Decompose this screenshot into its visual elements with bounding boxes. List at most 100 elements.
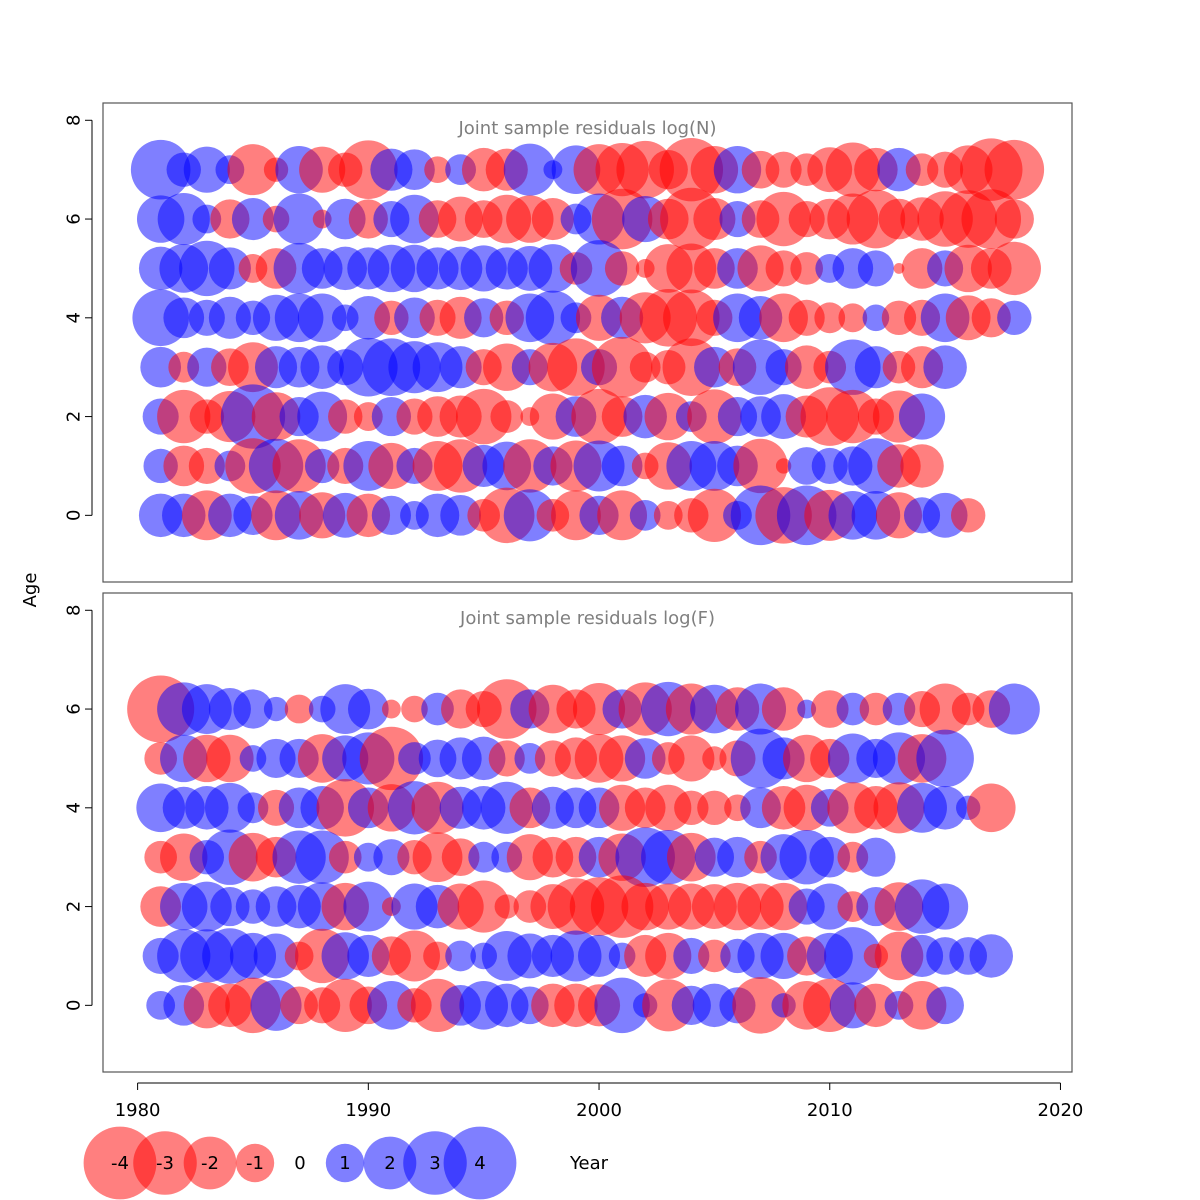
residual-bubble — [253, 933, 299, 979]
residual-bubble — [297, 293, 347, 343]
legend-label: -1 — [246, 1153, 264, 1174]
residual-bubble — [788, 299, 825, 336]
bubbles — [127, 675, 1040, 1034]
residual-bubble — [806, 883, 853, 930]
residual-bubble — [969, 934, 1014, 978]
residual-bubble — [859, 692, 893, 726]
residual-bubble — [401, 695, 428, 723]
residual-bubble — [893, 262, 905, 274]
residual-bubble — [797, 699, 817, 719]
legend-bubble — [83, 1126, 157, 1200]
legend-label: 2 — [384, 1153, 395, 1174]
panel-title: Joint sample residuals log(N) — [457, 118, 716, 139]
x-tick-label: 1980 — [115, 1100, 161, 1121]
legend-label: -4 — [111, 1153, 129, 1174]
residual-bubble — [440, 494, 481, 536]
residual-bubble — [732, 977, 789, 1034]
residual-bubble — [424, 156, 451, 183]
y-tick-label: 2 — [63, 901, 84, 912]
residual-bubble — [926, 986, 964, 1025]
residual-bubble — [233, 689, 273, 729]
legend-item: 2 — [363, 1136, 417, 1190]
legend-label: 0 — [294, 1153, 305, 1174]
residual-bubble — [423, 941, 452, 971]
legend-item: -3 — [133, 1131, 197, 1195]
panel-1: Joint sample residuals log(N) 0 2 4 6 8 — [63, 102, 1073, 583]
residual-bubble — [525, 290, 581, 346]
panel-2: Joint sample residuals log(F) 0 2 4 6 8 — [63, 592, 1073, 1073]
residual-bubble — [468, 841, 500, 873]
residual-bubble — [877, 147, 921, 192]
residual-bubble — [394, 149, 435, 191]
residual-bubble — [441, 838, 480, 877]
legend-label: -3 — [156, 1153, 174, 1174]
residual-bubble — [824, 927, 882, 985]
residual-bubble — [273, 193, 325, 245]
residual-bubble — [687, 488, 742, 542]
legend-label: 1 — [339, 1153, 350, 1174]
y-axis-label: Age — [20, 573, 41, 608]
residual-bubble — [295, 830, 349, 884]
legend-item: -2 — [183, 1136, 237, 1190]
residual-bubble — [765, 151, 802, 188]
residual-bubble — [624, 738, 666, 779]
residual-bubble — [140, 346, 182, 388]
panels-layer: Joint sample residuals log(N)02468Joint … — [63, 102, 1073, 1073]
residual-bubble — [208, 247, 251, 290]
residual-bubble — [231, 197, 275, 241]
y-tick-label: 6 — [63, 703, 84, 714]
y-tick-label: 6 — [63, 213, 84, 224]
residual-bubble — [702, 746, 727, 771]
residual-bubble — [838, 303, 868, 333]
residual-bubble — [784, 345, 829, 389]
residual-bubble — [733, 438, 788, 494]
bubbles — [130, 137, 1045, 546]
residual-bubble — [591, 336, 653, 398]
legend-label: -2 — [201, 1153, 219, 1174]
residual-bubble — [594, 977, 650, 1034]
residual-bubble — [854, 983, 898, 1028]
legend-bubble — [133, 1131, 197, 1195]
residual-bubble — [455, 388, 512, 445]
x-axis: 1980 1990 2000 2010 2020 — [115, 1082, 1083, 1121]
legend-label: 3 — [429, 1153, 440, 1174]
residual-bubble — [381, 699, 401, 719]
y-tick-label: 4 — [63, 802, 84, 813]
residual-bubble — [577, 934, 621, 978]
residual-bubble — [916, 729, 974, 788]
residual-bubble — [923, 345, 967, 389]
residual-bubble — [503, 143, 556, 196]
residual-bubble — [503, 489, 556, 542]
residual-bubble — [227, 144, 279, 196]
residual-bubble — [810, 690, 849, 728]
residual-bubble — [653, 500, 683, 530]
legend-item: -4 — [83, 1126, 157, 1200]
y-tick-label: 2 — [63, 411, 84, 422]
residual-bubble — [790, 252, 823, 285]
residual-bubble — [775, 458, 792, 474]
residual-bubble — [445, 940, 476, 972]
legend-bubble — [325, 1143, 365, 1183]
y-tick-label: 8 — [63, 605, 84, 616]
residual-bubble — [531, 197, 574, 241]
residual-bubble — [604, 251, 640, 286]
residual-bubble — [284, 694, 314, 724]
residual-bubble — [697, 790, 732, 826]
y-tick-label: 8 — [63, 115, 84, 126]
legend-item: 0 — [294, 1153, 305, 1174]
residual-bubble — [183, 146, 230, 193]
legend-bubble — [235, 1143, 275, 1183]
residual-bubble — [629, 499, 661, 531]
residual-bubble — [898, 393, 946, 440]
residual-bubble — [488, 740, 525, 777]
residual-bubble — [347, 688, 389, 730]
residual-bubble — [204, 782, 255, 833]
legend-bubble — [183, 1136, 237, 1190]
residual-bubble — [668, 735, 715, 782]
residual-bubble — [761, 687, 806, 731]
panel-frame — [102, 592, 1073, 1073]
x-tick-label: 1990 — [345, 1100, 391, 1121]
residual-bubble — [457, 880, 510, 933]
residual-bubble — [328, 399, 363, 434]
